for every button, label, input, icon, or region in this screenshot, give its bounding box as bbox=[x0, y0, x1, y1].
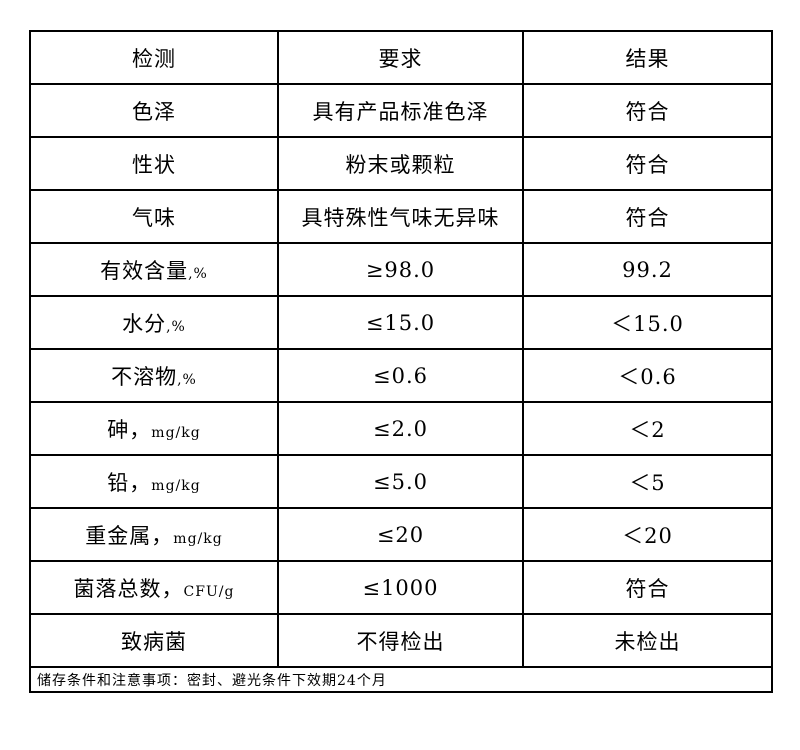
item-name: 致病菌 bbox=[121, 629, 187, 654]
item-unit: mg/kg bbox=[151, 477, 201, 494]
result-cell: 符合 bbox=[522, 560, 773, 615]
result-cell: ＜15.0 bbox=[522, 295, 773, 350]
requirement-cell: ≤20 bbox=[277, 507, 524, 562]
table-row: 重金属，mg/kg ≤20 ＜20 bbox=[29, 507, 773, 562]
result-cell: ＜5 bbox=[522, 454, 773, 509]
header-requirement: 要求 bbox=[277, 30, 524, 85]
item-unit: ,% bbox=[177, 371, 197, 388]
result-cell: 99.2 bbox=[522, 242, 773, 297]
header-row: 检测 要求 结果 bbox=[29, 30, 773, 85]
item-name: 气味 bbox=[132, 205, 176, 230]
item-unit: ,% bbox=[188, 265, 208, 282]
result-cell: ＜2 bbox=[522, 401, 773, 456]
table-row: 色泽 具有产品标准色泽 符合 bbox=[29, 83, 773, 138]
item-unit: ,% bbox=[166, 318, 186, 335]
requirement-cell: 粉末或颗粒 bbox=[277, 136, 524, 191]
item-cell: 砷，mg/kg bbox=[29, 401, 279, 456]
item-name: 重金属， bbox=[85, 523, 174, 548]
item-name: 有效含量 bbox=[100, 258, 189, 283]
table-row: 水分,% ≤15.0 ＜15.0 bbox=[29, 295, 773, 350]
item-name: 菌落总数， bbox=[73, 576, 184, 601]
result-cell: ＜20 bbox=[522, 507, 773, 562]
item-cell: 不溶物,% bbox=[29, 348, 279, 403]
requirement-cell: 具特殊性气味无异味 bbox=[277, 189, 524, 244]
item-unit: CFU/g bbox=[183, 583, 235, 600]
result-cell: 符合 bbox=[522, 189, 773, 244]
table-row: 菌落总数，CFU/g ≤1000 符合 bbox=[29, 560, 773, 615]
item-name: 性状 bbox=[132, 152, 176, 177]
item-cell: 性状 bbox=[29, 136, 279, 191]
requirement-cell: ≤1000 bbox=[277, 560, 524, 615]
table-row: 性状 粉末或颗粒 符合 bbox=[29, 136, 773, 191]
requirement-cell: ≤5.0 bbox=[277, 454, 524, 509]
result-cell: ＜0.6 bbox=[522, 348, 773, 403]
footer-row: 储存条件和注意事项：密封、避光条件下效期24个月 bbox=[29, 666, 773, 693]
table-row: 致病菌 不得检出 未检出 bbox=[29, 613, 773, 668]
table-row: 砷，mg/kg ≤2.0 ＜2 bbox=[29, 401, 773, 456]
table-row: 不溶物,% ≤0.6 ＜0.6 bbox=[29, 348, 773, 403]
header-result: 结果 bbox=[522, 30, 773, 85]
inspection-table: 检测 要求 结果 色泽 具有产品标准色泽 符合 性状 粉末或颗粒 符合 气味 具特殊… bbox=[29, 30, 773, 693]
requirement-cell: ≤2.0 bbox=[277, 401, 524, 456]
item-cell: 气味 bbox=[29, 189, 279, 244]
item-cell: 水分,% bbox=[29, 295, 279, 350]
requirement-cell: ≤0.6 bbox=[277, 348, 524, 403]
table-row: 有效含量,% ≥98.0 99.2 bbox=[29, 242, 773, 297]
item-name: 砷， bbox=[107, 417, 152, 442]
requirement-cell: ≥98.0 bbox=[277, 242, 524, 297]
item-cell: 铅，mg/kg bbox=[29, 454, 279, 509]
item-unit: mg/kg bbox=[173, 530, 223, 547]
header-item: 检测 bbox=[29, 30, 279, 85]
result-cell: 符合 bbox=[522, 83, 773, 138]
item-cell: 菌落总数，CFU/g bbox=[29, 560, 279, 615]
item-unit: mg/kg bbox=[151, 424, 201, 441]
result-cell: 符合 bbox=[522, 136, 773, 191]
requirement-cell: 具有产品标准色泽 bbox=[277, 83, 524, 138]
item-cell: 致病菌 bbox=[29, 613, 279, 668]
item-name: 铅， bbox=[107, 470, 152, 495]
item-name: 不溶物 bbox=[111, 364, 178, 389]
item-cell: 色泽 bbox=[29, 83, 279, 138]
result-cell: 未检出 bbox=[522, 613, 773, 668]
item-name: 色泽 bbox=[132, 99, 176, 124]
table-row: 气味 具特殊性气味无异味 符合 bbox=[29, 189, 773, 244]
requirement-cell: ≤15.0 bbox=[277, 295, 524, 350]
requirement-cell: 不得检出 bbox=[277, 613, 524, 668]
table-row: 铅，mg/kg ≤5.0 ＜5 bbox=[29, 454, 773, 509]
item-cell: 重金属，mg/kg bbox=[29, 507, 279, 562]
item-name: 水分 bbox=[122, 311, 167, 336]
item-cell: 有效含量,% bbox=[29, 242, 279, 297]
storage-note: 储存条件和注意事项：密封、避光条件下效期24个月 bbox=[29, 666, 773, 693]
